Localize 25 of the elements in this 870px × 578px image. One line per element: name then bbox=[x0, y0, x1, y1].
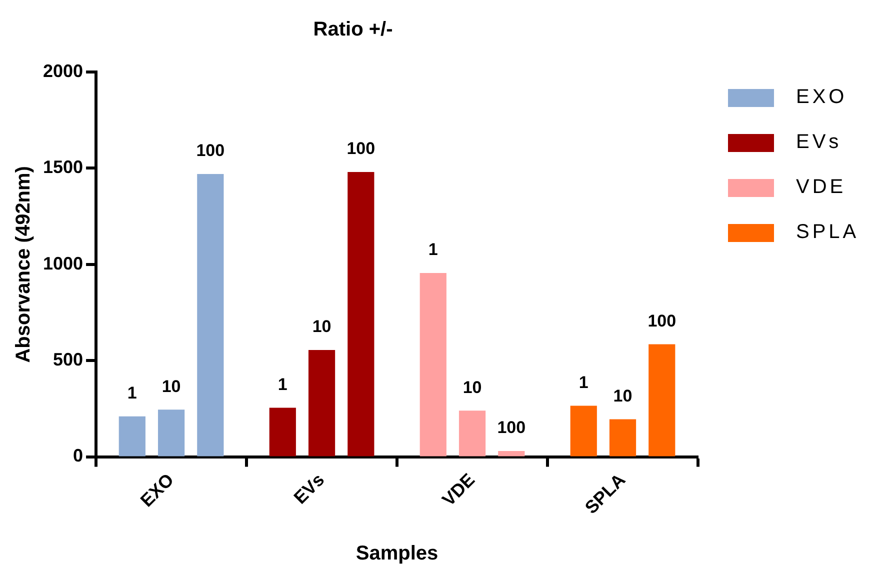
category-label: SPLA bbox=[796, 221, 860, 243]
annotation: 10 bbox=[462, 378, 482, 397]
y-axis-title: Absorvance (492nm) bbox=[12, 166, 35, 363]
y-tick-label: 2000 bbox=[42, 60, 84, 81]
y-tick-label: 500 bbox=[52, 350, 84, 370]
x-tick-label: EVs bbox=[290, 470, 328, 508]
annotation: 100 bbox=[346, 139, 376, 158]
x-axis-title: Samples bbox=[356, 542, 438, 565]
category-label: EVs bbox=[796, 131, 842, 153]
annotation: 1 bbox=[127, 384, 137, 403]
annotation: 100 bbox=[497, 418, 526, 438]
annotation: 1 bbox=[278, 374, 288, 394]
y-tick-label: 1500 bbox=[42, 157, 84, 178]
category-label: EXO bbox=[796, 86, 848, 108]
annotation: 10 bbox=[162, 376, 181, 396]
annotation: 100 bbox=[648, 311, 676, 330]
y-tick-label: 1000 bbox=[42, 253, 84, 274]
chart-title: Ratio +/- bbox=[313, 18, 393, 41]
annotation: 10 bbox=[312, 317, 332, 336]
annotation: 10 bbox=[613, 386, 632, 406]
category-label: VDE bbox=[796, 176, 846, 198]
annotation: 100 bbox=[196, 141, 225, 160]
annotation: 1 bbox=[578, 372, 588, 392]
annotation: 1 bbox=[428, 240, 438, 260]
y-tick-label: 0 bbox=[73, 446, 84, 466]
